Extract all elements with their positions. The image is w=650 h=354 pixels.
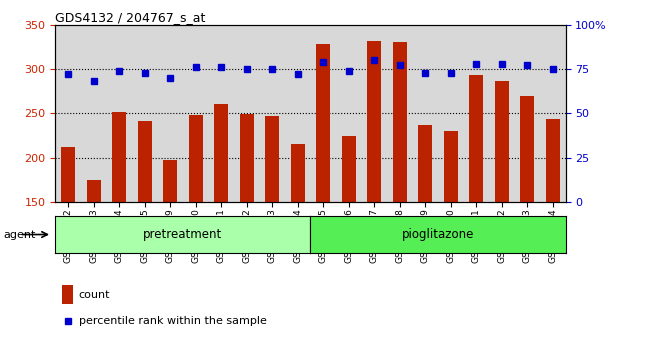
Bar xyxy=(546,119,560,202)
Bar xyxy=(138,121,151,202)
Bar xyxy=(188,115,203,202)
Text: pioglitazone: pioglitazone xyxy=(402,228,474,241)
Bar xyxy=(86,180,101,202)
Bar xyxy=(520,96,534,202)
Bar xyxy=(393,42,407,202)
Bar xyxy=(469,75,483,202)
Bar xyxy=(112,113,126,202)
Bar xyxy=(265,116,279,202)
Bar xyxy=(444,131,458,202)
Bar xyxy=(240,114,254,202)
Bar xyxy=(316,44,330,202)
Bar xyxy=(418,125,432,202)
Bar xyxy=(163,160,177,202)
Bar xyxy=(495,81,509,202)
Bar xyxy=(291,144,305,202)
Text: agent: agent xyxy=(3,229,36,240)
Bar xyxy=(367,41,381,202)
Text: pretreatment: pretreatment xyxy=(143,228,222,241)
Bar xyxy=(342,136,356,202)
Text: percentile rank within the sample: percentile rank within the sample xyxy=(79,316,266,326)
Text: GDS4132 / 204767_s_at: GDS4132 / 204767_s_at xyxy=(55,11,205,24)
Bar xyxy=(214,104,228,202)
Text: count: count xyxy=(79,290,110,300)
Bar xyxy=(61,147,75,202)
